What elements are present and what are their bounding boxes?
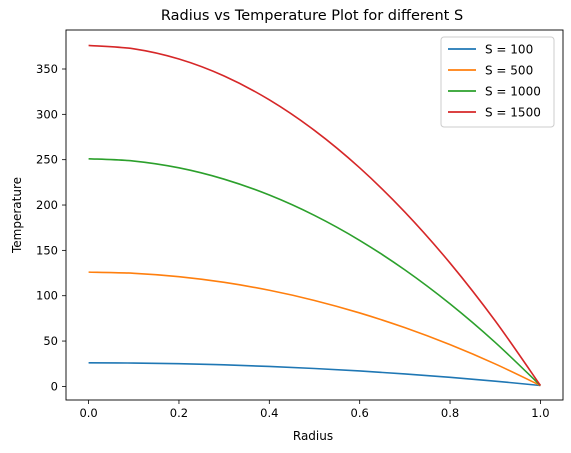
series-line-3 [88, 157, 541, 387]
y-tick-label: 200 [36, 198, 58, 212]
x-tick-label: 0.0 [79, 406, 97, 420]
x-tick-label: 0.4 [260, 406, 278, 420]
plot-area [88, 44, 542, 387]
x-tick-label: 1.0 [531, 406, 549, 420]
y-tick-label: 300 [36, 107, 58, 121]
y-tick-label: 100 [36, 289, 58, 303]
legend-label: S = 1500 [485, 106, 541, 120]
legend-label: S = 1000 [485, 85, 541, 99]
y-axis: 0 50 100 150 200 250 300 350 [36, 62, 66, 393]
x-axis: 0.0 0.2 0.4 0.6 0.8 1.0 [79, 400, 550, 420]
x-tick-label: 0.8 [441, 406, 459, 420]
axes-frame [65, 29, 564, 401]
y-axis-label: Temperature [10, 177, 24, 254]
y-tick-label: 50 [43, 334, 58, 348]
legend: S = 100 S = 500 S = 1000 S = 1500 [440, 36, 555, 128]
chart-title: Radius vs Temperature Plot for different… [161, 8, 463, 24]
series-line-1 [88, 362, 541, 387]
series-line-2 [88, 271, 541, 387]
y-tick-label: 250 [36, 153, 58, 167]
series-line-4 [88, 44, 542, 386]
legend-label: S = 100 [485, 43, 533, 57]
y-tick-label: 0 [51, 379, 58, 393]
x-tick-label: 0.2 [170, 406, 188, 420]
x-tick-label: 0.6 [351, 406, 369, 420]
legend-box [440, 36, 555, 128]
x-axis-label: Radius [293, 429, 333, 443]
y-tick-label: 150 [36, 243, 58, 257]
legend-label: S = 500 [485, 64, 533, 78]
y-tick-label: 350 [36, 62, 58, 76]
